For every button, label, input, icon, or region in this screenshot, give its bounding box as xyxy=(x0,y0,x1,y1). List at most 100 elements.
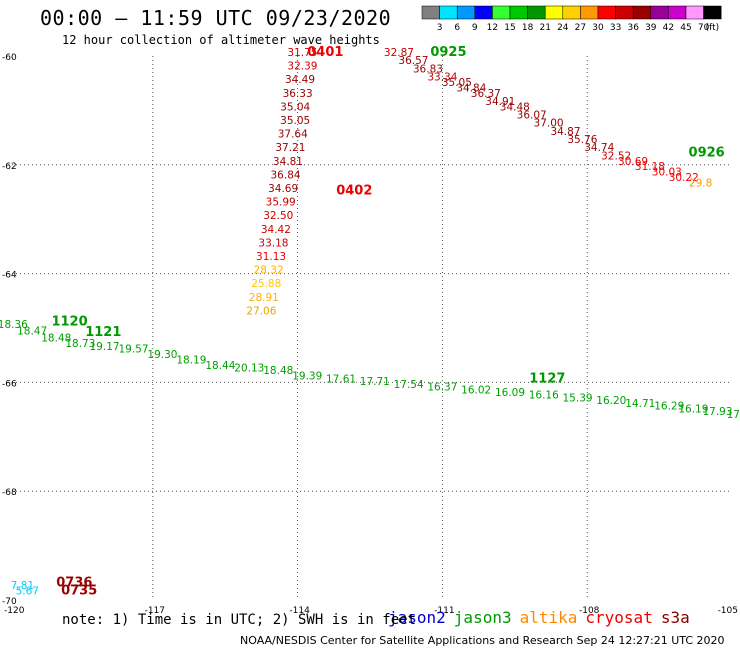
color-bin-label: 70 xyxy=(698,23,710,33)
color-swatch xyxy=(597,5,616,20)
wave-height-value: 18.36 xyxy=(0,319,28,331)
pass-time-label: 0925 xyxy=(430,45,466,60)
wave-height-value: 35.04 xyxy=(280,101,310,113)
wave-height-value: 16.02 xyxy=(461,384,491,396)
wave-height-value: 14.71 xyxy=(625,398,655,410)
wave-height-value: 28.32 xyxy=(254,265,284,277)
color-swatch xyxy=(456,5,476,20)
color-bin-label: 27 xyxy=(575,23,586,33)
pass-time-label: 1127 xyxy=(529,371,565,386)
wave-height-value: 18.19 xyxy=(176,354,206,366)
mission-legend-cryosat: cryosat xyxy=(585,608,653,627)
wave-height-value: 36.84 xyxy=(271,169,301,181)
wave-height-value: 17.71 xyxy=(360,376,390,388)
wave-height-value: 32.87 xyxy=(384,47,414,59)
wave-height-value: 33.18 xyxy=(258,237,288,249)
wave-height-value: 16.29 xyxy=(654,401,684,413)
wave-height-value: 34.42 xyxy=(261,224,291,236)
wave-height-value: 20.13 xyxy=(234,363,264,375)
wave-height-value: 15.39 xyxy=(563,392,593,404)
color-bin-label: 18 xyxy=(522,23,534,33)
mission-legend-jason3: jason3 xyxy=(453,608,512,627)
wave-height-value: 34.87 xyxy=(550,126,580,138)
wave-height-value: 34.81 xyxy=(273,156,303,168)
lon-tick-label: -114 xyxy=(289,606,310,616)
pass-time-label: 0926 xyxy=(689,146,725,161)
lat-tick-label: -60 xyxy=(2,53,17,63)
color-swatch xyxy=(580,5,599,20)
pass-time-label: 0736 xyxy=(56,575,92,590)
pass-time-label: 1121 xyxy=(85,325,121,340)
color-legend: 3 6 9 12 15 18 21 24 27 30 33 36 39 42 45 70(ft) xyxy=(421,5,722,33)
color-swatch xyxy=(421,5,440,20)
lon-tick-label: -105 xyxy=(718,606,738,616)
color-bin-label: 33 xyxy=(610,23,621,33)
color-bin-label: 6 xyxy=(454,23,460,33)
wave-height-value: 16.37 xyxy=(427,382,457,394)
wave-height-value: 36.57 xyxy=(398,55,428,67)
wave-height-value: 29.8 xyxy=(689,178,712,190)
mission-legend-jason2: jason2 xyxy=(388,608,446,627)
color-bin-label: 9 xyxy=(472,23,478,33)
pass-time-label: 0401 xyxy=(307,45,343,60)
wave-height-value: 32.39 xyxy=(287,61,317,73)
track-0925-0926: 32.8736.5736.8333.3435.0534.8436.3734.91… xyxy=(384,47,712,190)
color-bin-label: 42 xyxy=(663,23,674,33)
wave-height-value: 18.73 xyxy=(65,338,95,350)
lat-tick-label: -70 xyxy=(2,597,17,607)
pass-time-label: 0402 xyxy=(336,184,372,199)
pass-time-label: 1120 xyxy=(51,314,87,329)
color-bin-label: 45 xyxy=(680,23,691,33)
wave-height-value: 34.69 xyxy=(268,183,298,195)
wave-height-value: 18.47 xyxy=(17,326,47,338)
wave-height-value: 17.54 xyxy=(394,379,424,391)
wave-height-value: 31.18 xyxy=(635,161,665,173)
color-swatch xyxy=(474,5,493,20)
lat-lon-grid xyxy=(8,56,732,600)
wave-height-value: 16.20 xyxy=(596,395,626,407)
lon-tick-label: -108 xyxy=(579,606,600,616)
color-swatch xyxy=(439,5,458,20)
wave-height-value: 7.81 xyxy=(11,580,34,592)
wave-height-value: 37.21 xyxy=(275,142,305,154)
track-1120-1127: 18.3618.4718.4818.7319.1719.5719.3018.19… xyxy=(0,319,740,421)
wave-height-value: 34.74 xyxy=(584,142,614,154)
lon-tick-label: -117 xyxy=(145,606,165,616)
wave-height-value: 19.30 xyxy=(147,349,177,361)
color-swatch xyxy=(562,5,581,20)
wave-height-value: 16.19 xyxy=(678,403,708,415)
wave-height-value: 19.57 xyxy=(118,343,148,355)
wave-height-value: 36.37 xyxy=(471,88,501,100)
units-note: note: 1) Time is in UTC; 2) SWH is in fe… xyxy=(62,612,417,628)
wave-height-value: 37.00 xyxy=(534,118,564,130)
lat-tick-label: -66 xyxy=(2,379,17,389)
wave-height-value: 27.06 xyxy=(246,305,276,317)
color-bin-label: 24 xyxy=(557,23,569,33)
track-0735: 7.815.67 xyxy=(11,580,39,597)
map-subtitle: 12 hour collection of altimeter wave hei… xyxy=(62,33,380,47)
wave-height-value: 35.05 xyxy=(442,77,472,89)
wave-height-value: 30.03 xyxy=(652,167,682,179)
wave-height-value: 17.93 xyxy=(702,406,732,418)
wave-height-value: 32.52 xyxy=(601,150,631,162)
credit-line: NOAA/NESDIS Center for Satellite Applica… xyxy=(240,634,725,647)
wave-height-value: 18.48 xyxy=(263,365,293,377)
color-swatch xyxy=(703,5,722,20)
wave-height-value: 28.91 xyxy=(249,292,279,304)
wave-height-value: 5.67 xyxy=(16,586,39,598)
color-swatch xyxy=(668,5,687,20)
mission-legend-altika: altika xyxy=(519,608,578,627)
wave-height-value: 16.16 xyxy=(529,390,559,402)
color-bin-label: 30 xyxy=(592,23,604,33)
color-swatch xyxy=(527,5,546,20)
wave-height-value: 37.64 xyxy=(278,129,308,141)
color-swatch xyxy=(650,5,669,20)
mission-legend-s3a: s3a xyxy=(660,608,690,627)
mission-legend: jason2 jason3 altika cryosat s3a xyxy=(388,608,698,627)
wave-height-value: 34.48 xyxy=(500,101,530,113)
color-swatch xyxy=(632,5,652,20)
